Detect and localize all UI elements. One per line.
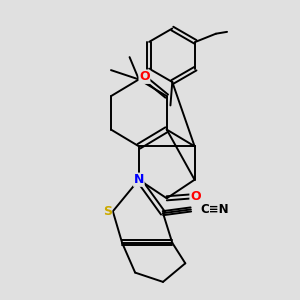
Text: S: S [103, 205, 112, 218]
Text: O: O [190, 190, 201, 203]
Text: N: N [134, 173, 144, 186]
Text: C≡N: C≡N [200, 203, 229, 216]
Text: O: O [139, 70, 150, 83]
